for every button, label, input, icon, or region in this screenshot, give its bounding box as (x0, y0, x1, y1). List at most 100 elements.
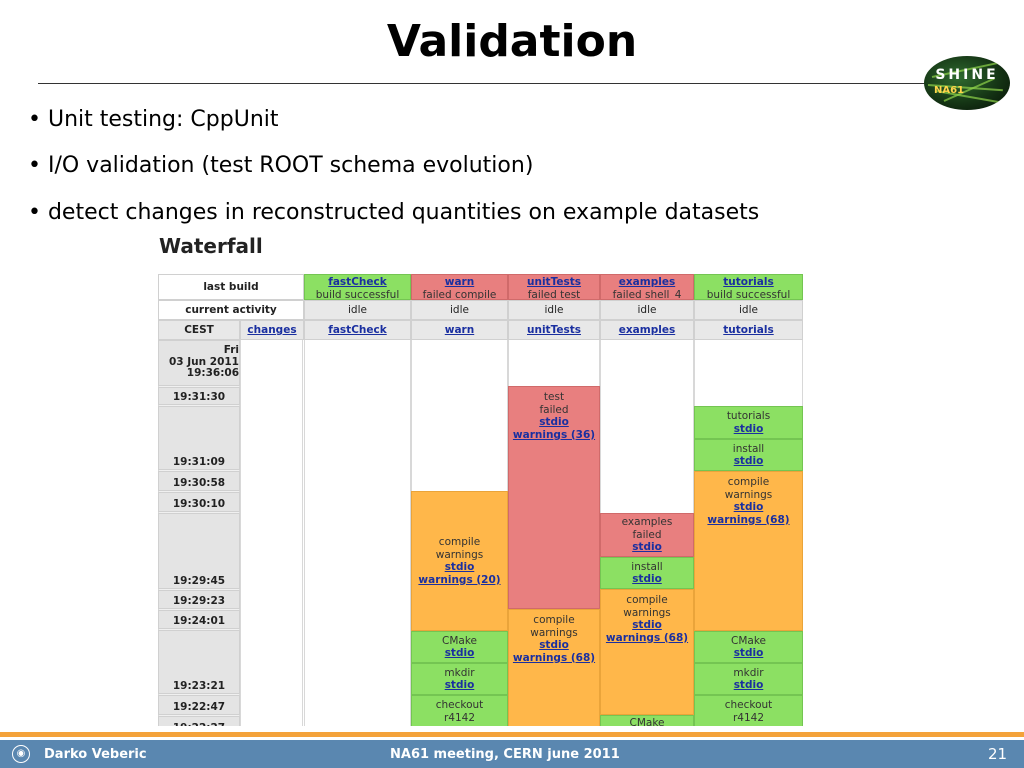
stdio-link[interactable]: stdio (733, 455, 764, 467)
unittests-name-cell[interactable]: unitTests (508, 320, 600, 340)
tutorials-name-cell[interactable]: tutorials (694, 320, 803, 340)
step-label: CMake (629, 717, 665, 726)
warn-last-build-status: failed compile (422, 288, 497, 300)
time-cell: 19:22:47 (158, 695, 240, 715)
time-cell: 19:23:21 (158, 630, 240, 694)
examples-last-build-status: failed shell_4 (612, 288, 682, 300)
examples-compile-step[interactable]: compile warnings stdio warnings (68) (600, 589, 694, 715)
tutorials-name-link[interactable]: tutorials (723, 324, 774, 336)
logo-shine-text: SHINE (935, 67, 999, 83)
examples-install-step[interactable]: install stdio (600, 557, 694, 589)
logo-na61-text: NA61 (934, 85, 965, 96)
fastcheck-activity: idle (304, 300, 411, 320)
stdio-link[interactable]: stdio (733, 422, 764, 435)
time-cell: 19:31:30 (158, 387, 240, 405)
warn-checkout-step[interactable]: checkout r4142 (411, 695, 508, 726)
time-cell: 19:30:58 (158, 471, 240, 491)
current-activity-label: current activity (158, 300, 304, 320)
timezone-label: CEST (158, 320, 240, 340)
tutorials-last-build[interactable]: tutorials build successful (694, 274, 803, 300)
step-label: CMake (442, 634, 477, 647)
unittests-compile-step[interactable]: compile warnings stdio warnings (68) (508, 609, 600, 726)
tutorials-tutorials-step[interactable]: tutorials stdio (694, 406, 803, 439)
warn-activity: idle (411, 300, 508, 320)
tutorials-cmake-step[interactable]: CMake stdio (694, 631, 803, 663)
unittests-test-step[interactable]: test failed stdio warnings (36) (508, 386, 600, 609)
buildbot-waterfall: last build current activity CEST changes… (158, 274, 803, 726)
time-cell: Fri 03 Jun 2011 19:36:06 (158, 340, 240, 386)
warnings-link[interactable]: warnings (68) (605, 631, 689, 644)
title-divider (38, 83, 938, 84)
stdio-link[interactable]: stdio (733, 501, 764, 513)
stdio-link[interactable]: stdio (539, 416, 569, 428)
tutorials-compile-step[interactable]: compile warnings stdio warnings (68) (694, 471, 803, 631)
step-label: test (543, 391, 565, 403)
step-label: install (631, 560, 663, 573)
stdio-link[interactable]: stdio (539, 639, 569, 651)
unittests-builder-link[interactable]: unitTests (527, 276, 581, 288)
fastcheck-last-build[interactable]: fastCheck build successful (304, 274, 411, 300)
stdio-link[interactable]: stdio (632, 541, 662, 554)
step-label: failed (539, 403, 569, 416)
footer-author: Darko Veberic (44, 747, 147, 762)
stdio-link[interactable]: stdio (733, 647, 764, 659)
step-label: warnings (623, 606, 671, 619)
stdio-link[interactable]: stdio (733, 679, 764, 691)
unittests-activity: idle (508, 300, 600, 320)
warnings-link[interactable]: warnings (68) (512, 651, 596, 664)
stdio-link[interactable]: stdio (444, 679, 475, 691)
stdio-link[interactable]: stdio (632, 619, 662, 631)
examples-cmake-step[interactable]: CMake (600, 715, 694, 726)
step-label: CMake (731, 634, 766, 647)
changes-link-cell[interactable]: changes (240, 320, 304, 340)
tutorials-install-step[interactable]: install stdio (694, 439, 803, 471)
tutorials-checkout-step[interactable]: checkout r4142 (694, 695, 803, 726)
warn-builder-link[interactable]: warn (444, 276, 475, 288)
step-label: examples (621, 516, 673, 529)
warn-name-cell[interactable]: warn (411, 320, 508, 340)
step-label: checkout (724, 699, 773, 711)
time-cell: 19:24:01 (158, 610, 240, 629)
bullet-detect-changes: • detect changes in reconstructed quanti… (28, 200, 760, 225)
warnings-link[interactable]: warnings (20) (418, 573, 501, 586)
time-cell: 19:22:27 (158, 716, 240, 726)
warn-last-build[interactable]: warn failed compile (411, 274, 508, 300)
stdio-link[interactable]: stdio (632, 573, 662, 585)
examples-name-cell[interactable]: examples (600, 320, 694, 340)
fastcheck-name-cell[interactable]: fastCheck (304, 320, 411, 340)
fastcheck-builder-link[interactable]: fastCheck (328, 276, 387, 288)
tutorials-activity: idle (694, 300, 803, 320)
tutorials-builder-link[interactable]: tutorials (723, 276, 774, 288)
time-cell: 19:29:45 (158, 513, 240, 589)
step-label: mkdir (444, 666, 475, 679)
step-label: compile (626, 594, 668, 606)
unittests-last-build-status: failed test (527, 288, 581, 300)
changes-link[interactable]: changes (247, 324, 297, 336)
stdio-link[interactable]: stdio (444, 647, 475, 659)
footer-accent-rule (0, 732, 1024, 737)
unittests-name-link[interactable]: unitTests (527, 324, 581, 336)
warn-name-link[interactable]: warn (444, 324, 475, 336)
step-label: checkout (435, 699, 484, 711)
unittests-last-build[interactable]: unitTests failed test (508, 274, 600, 300)
step-label: failed (632, 528, 662, 541)
warn-compile-step[interactable]: compile warnings stdio warnings (20) (411, 491, 508, 631)
warnings-link[interactable]: warnings (36) (512, 428, 596, 441)
stdio-link[interactable]: stdio (444, 561, 475, 573)
last-build-label: last build (158, 274, 304, 300)
page-number: 21 (988, 745, 1008, 763)
step-label: warnings (435, 548, 484, 561)
examples-last-build[interactable]: examples failed shell_4 (600, 274, 694, 300)
tutorials-mkdir-step[interactable]: mkdir stdio (694, 663, 803, 695)
warn-mkdir-step[interactable]: mkdir stdio (411, 663, 508, 695)
examples-examples-step[interactable]: examples failed stdio (600, 513, 694, 557)
fastcheck-name-link[interactable]: fastCheck (328, 324, 387, 336)
examples-activity: idle (600, 300, 694, 320)
examples-name-link[interactable]: examples (618, 324, 676, 336)
warnings-link[interactable]: warnings (68) (707, 513, 790, 526)
warn-cmake-step[interactable]: CMake stdio (411, 631, 508, 663)
step-label: warnings (530, 626, 578, 639)
examples-builder-link[interactable]: examples (618, 276, 676, 288)
fastcheck-column (304, 340, 411, 726)
bullet-io-validation: • I/O validation (test ROOT schema evolu… (28, 153, 534, 178)
